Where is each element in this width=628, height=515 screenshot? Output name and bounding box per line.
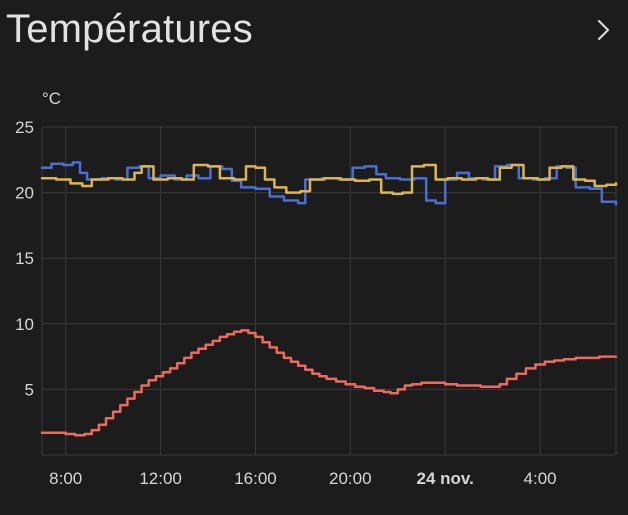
series-blue [40,161,618,206]
card-header: Températures [0,0,628,80]
y-tick-label: 15 [15,249,34,268]
chart-area: 5 10 15 20 25 8:00 12:00 16:00 20:00 24 nov. 4:00 °… [0,80,628,515]
y-tick-label: 20 [15,184,34,203]
x-tick-label: 20:00 [329,469,372,488]
x-tick-label: 12:00 [139,469,182,488]
chevron-right-glyph [597,19,610,41]
y-axis-unit-label: °C [42,89,61,108]
y-tick-label: 5 [25,380,34,399]
x-tick-label: 16:00 [234,469,277,488]
x-tick-label: 8:00 [49,469,82,488]
y-tick-label: 25 [15,118,34,137]
series-yellow [40,163,618,196]
y-tick-label: 10 [15,315,34,334]
x-tick-label: 24 nov. [417,469,474,488]
temperature-chart[interactable]: 5 10 15 20 25 8:00 12:00 16:00 20:00 24 nov. 4:00 °… [0,80,628,515]
card-title: Températures [6,7,253,51]
series-red [40,329,618,437]
x-tick-label: 4:00 [524,469,557,488]
chevron-right-icon[interactable] [590,16,616,44]
